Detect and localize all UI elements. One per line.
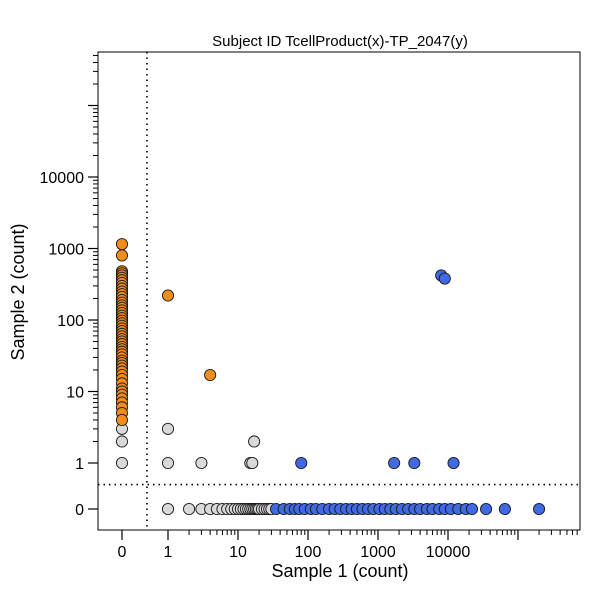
data-points <box>115 238 546 516</box>
axes-group <box>88 55 578 540</box>
scatter-point-sample1-only <box>438 272 451 285</box>
scatter-point-low <box>246 456 259 470</box>
y-tick-label: 10 <box>66 385 84 402</box>
scatter-point-sample1-only <box>533 502 546 516</box>
y-tick-label: 100 <box>57 313 84 330</box>
scatter-point-sample1-only <box>408 456 421 470</box>
scatter-point-sample1-only <box>295 456 308 470</box>
scatter-point-low <box>161 422 175 435</box>
scatter-point-sample2-only <box>115 413 129 427</box>
plot-frame <box>97 51 581 531</box>
scatter-point-low <box>115 435 129 448</box>
scatter-point-low <box>161 456 175 470</box>
scatter-point-sample1-only <box>388 456 401 470</box>
chart-title: Subject ID TcellProduct(x)-TP_2047(y) <box>212 33 468 50</box>
scatter-point-sample1-only <box>465 502 479 516</box>
scatter-point-sample2-only <box>161 289 175 302</box>
scatter-point-low <box>115 456 129 470</box>
y-tick-label: 1 <box>75 456 84 473</box>
tick-labels: 0 1 10 100 1000 10000 0 1 10 100 1000 10000 <box>40 170 471 561</box>
scatter-point-sample1-only <box>447 456 460 470</box>
x-axis-title: Sample 1 (count) <box>271 561 408 581</box>
x-tick-label: 10 <box>229 544 247 561</box>
scatter-point-sample2-only <box>115 238 129 251</box>
scatter-point-low <box>195 456 208 470</box>
scatter-point-sample1-only <box>480 502 493 516</box>
x-tick-label: 10000 <box>426 544 471 561</box>
scatter-point-sample2-only <box>204 368 217 382</box>
scatter-point-sample1-only <box>498 502 511 516</box>
x-tick-label: 1000 <box>360 544 396 561</box>
scatter-point-low <box>183 502 196 516</box>
y-tick-label: 1000 <box>48 242 84 259</box>
x-tick-label: 0 <box>118 544 127 561</box>
threshold-lines <box>98 52 580 530</box>
x-tick-label: 100 <box>295 544 322 561</box>
x-tick-label: 1 <box>164 544 173 561</box>
scatter-point-low <box>248 435 261 448</box>
scatter-point-low <box>161 502 175 516</box>
y-tick-label: 0 <box>75 502 84 519</box>
y-tick-label: 10000 <box>40 170 85 187</box>
scatter-point-sample2-only <box>115 249 129 262</box>
y-axis-title: Sample 2 (count) <box>8 223 28 360</box>
